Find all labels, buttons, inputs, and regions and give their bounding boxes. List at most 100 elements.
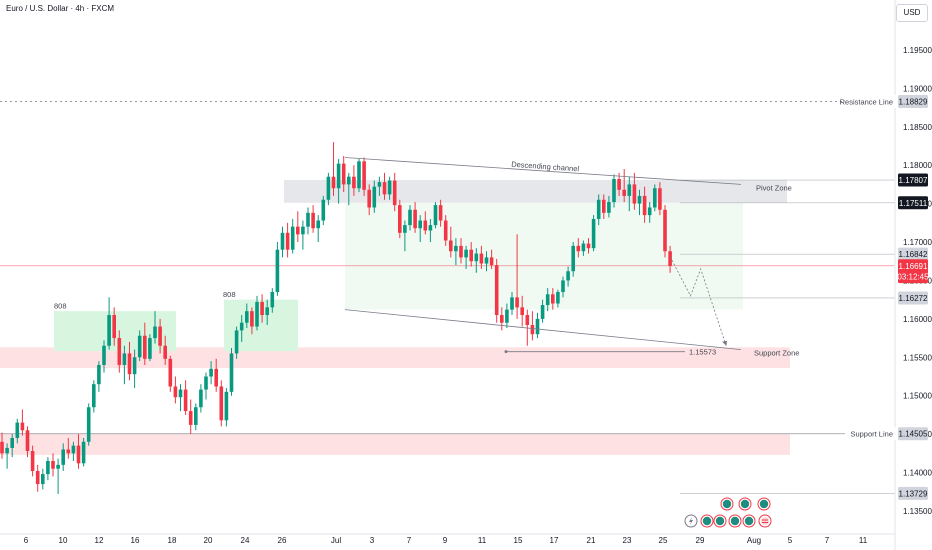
price-tick: 1.13500 <box>903 507 932 516</box>
candle-body <box>540 305 545 319</box>
candle-body <box>392 180 397 206</box>
candle-body <box>459 245 463 258</box>
time-tick: 26 <box>278 536 287 545</box>
candle-body <box>653 188 657 208</box>
candle-body <box>301 226 305 235</box>
event-fill <box>715 516 725 526</box>
channel-upper-line <box>344 157 742 185</box>
event-icon[interactable] <box>713 514 727 528</box>
time-tick: 16 <box>131 536 140 545</box>
candle-body <box>367 189 371 208</box>
candle-body <box>602 199 606 213</box>
candle-body <box>571 245 575 272</box>
candle-body <box>122 353 127 365</box>
candle-body <box>403 225 407 233</box>
time-tick: 15 <box>514 536 523 545</box>
flash-glyph <box>689 517 693 525</box>
candle-body <box>566 271 570 281</box>
candle-body <box>265 307 269 316</box>
event-icon[interactable] <box>720 497 734 511</box>
candle-body <box>188 411 193 425</box>
candle-body <box>285 232 290 250</box>
candle-body <box>612 179 616 203</box>
range-projection-zone <box>345 202 743 310</box>
candle-body <box>357 161 361 189</box>
candle-body <box>336 163 341 189</box>
candle-body <box>102 345 106 365</box>
price-tag-value: 1.13729 <box>899 489 928 498</box>
price-tag <box>898 259 928 273</box>
event-icon[interactable] <box>757 497 771 511</box>
price-axis[interactable]: 1.195001.190001.185001.180001.175001.170… <box>840 0 932 550</box>
candle-body <box>377 182 382 187</box>
candle-body <box>505 309 509 323</box>
candle-body <box>199 389 203 408</box>
projection-path <box>669 256 727 346</box>
time-tick: 23 <box>623 536 632 545</box>
candle-body <box>224 391 229 421</box>
candle-body <box>107 315 111 346</box>
price-tag <box>898 94 928 108</box>
tag-label-bg <box>845 427 896 441</box>
candles-layer <box>0 142 672 495</box>
flag-icon[interactable] <box>758 514 772 528</box>
candle-body <box>137 335 142 358</box>
event-icons[interactable] <box>684 497 772 528</box>
candle-body <box>97 364 101 385</box>
candle-body <box>362 161 366 190</box>
candle-body <box>143 335 147 359</box>
time-tick: Aug <box>747 536 761 545</box>
price-tag-value: 1.16691 <box>899 262 928 271</box>
candle-body <box>535 318 540 335</box>
time-tick: 11 <box>859 536 868 545</box>
event-icon[interactable] <box>700 514 714 528</box>
candle-body <box>561 280 565 292</box>
candle-body <box>214 368 218 387</box>
candle-body <box>556 291 560 304</box>
price-tag-value: 1.14505 <box>899 430 928 439</box>
time-tick: 29 <box>696 536 705 545</box>
low-value-label: 1.15573 <box>689 348 716 357</box>
candle-body <box>255 301 259 327</box>
candle-body <box>428 225 433 231</box>
candle-body <box>239 322 244 331</box>
candle-body <box>331 176 336 189</box>
flag-fill <box>761 517 769 525</box>
candle-body <box>658 188 662 210</box>
time-axis[interactable]: 6 10 12 16 18 20 24 26 Jul 3 7 9 11 15 17 21 23 25 29 Aug 5 7… <box>0 533 895 545</box>
price-tick: 1.14000 <box>903 469 932 478</box>
candle-body <box>183 389 188 412</box>
candle-body <box>194 407 198 425</box>
price-tag-value: 1.17807 <box>899 176 928 185</box>
candle-body <box>25 430 30 452</box>
candle-body <box>127 353 132 375</box>
price-tick: 1.15500 <box>903 353 932 362</box>
event-icon[interactable] <box>742 514 756 528</box>
candle-body <box>423 220 428 231</box>
candle-body <box>413 209 417 229</box>
candle-body <box>321 199 326 221</box>
time-tick: 24 <box>241 536 250 545</box>
event-icon[interactable] <box>728 514 742 528</box>
box-808-right-label: 808 <box>223 290 236 299</box>
candle-body <box>250 311 254 327</box>
candle-body <box>607 202 611 213</box>
currency-button[interactable]: USD <box>896 4 928 22</box>
candle-body <box>581 243 586 252</box>
candle-body <box>576 245 581 252</box>
time-tick: 3 <box>370 536 375 545</box>
candle-body <box>46 461 50 475</box>
candle-body <box>418 220 422 229</box>
candle-body <box>306 212 310 227</box>
channel-lower-line <box>344 309 742 350</box>
candle-body <box>148 338 152 359</box>
event-icon[interactable] <box>738 497 752 511</box>
candle-body <box>15 422 20 438</box>
time-tick: 12 <box>95 536 104 545</box>
candle-body <box>596 199 601 219</box>
candle-body <box>275 249 280 292</box>
candle-body <box>260 301 264 316</box>
candle-body <box>387 180 392 195</box>
flash-icon[interactable] <box>684 514 698 528</box>
